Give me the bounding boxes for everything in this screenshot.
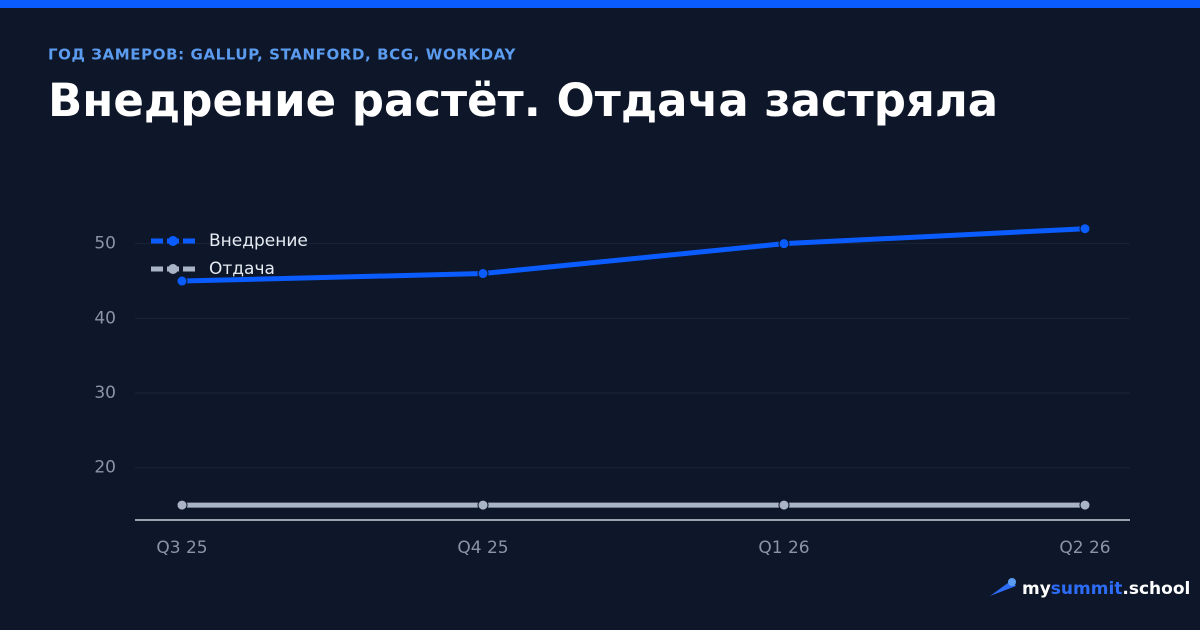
- y-tick-label: 20: [94, 458, 116, 478]
- point: [176, 499, 188, 511]
- y-tick-label: 50: [94, 234, 116, 254]
- line: [181, 226, 1086, 284]
- brand-part: my: [1022, 579, 1051, 599]
- x-tick-label: Q2 26: [1059, 538, 1110, 558]
- legend-swatch-dot: [168, 264, 178, 274]
- point: [778, 238, 790, 250]
- brand-part: summit: [1051, 579, 1123, 599]
- point: [176, 275, 188, 287]
- logo-icon-dot: [1008, 578, 1016, 586]
- y-tick-label: 30: [94, 383, 116, 403]
- legend-label: Внедрение: [209, 231, 308, 251]
- point: [1079, 499, 1091, 511]
- legend-label: Отдача: [209, 259, 275, 279]
- chart-title: Внедрение растёт. Отдача застряла: [48, 74, 998, 127]
- y-tick-label: 40: [94, 308, 116, 328]
- point: [477, 499, 489, 511]
- chart-subtitle: ГОД ЗАМЕРОВ: GALLUP, STANFORD, BCG, WORK…: [48, 46, 516, 64]
- point: [477, 268, 489, 280]
- legend-swatch-dot: [168, 236, 178, 246]
- top-bar: [0, 0, 1200, 8]
- x-tick-label: Q4 25: [457, 538, 508, 558]
- brand-text: mysummit.school: [1022, 579, 1190, 599]
- x-tick-label: Q3 25: [156, 538, 207, 558]
- brand-part: .school: [1122, 579, 1190, 599]
- brand-logo: mysummit.school: [990, 578, 1190, 599]
- x-tick-label: Q1 26: [758, 538, 809, 558]
- point: [778, 499, 790, 511]
- point: [1079, 223, 1091, 235]
